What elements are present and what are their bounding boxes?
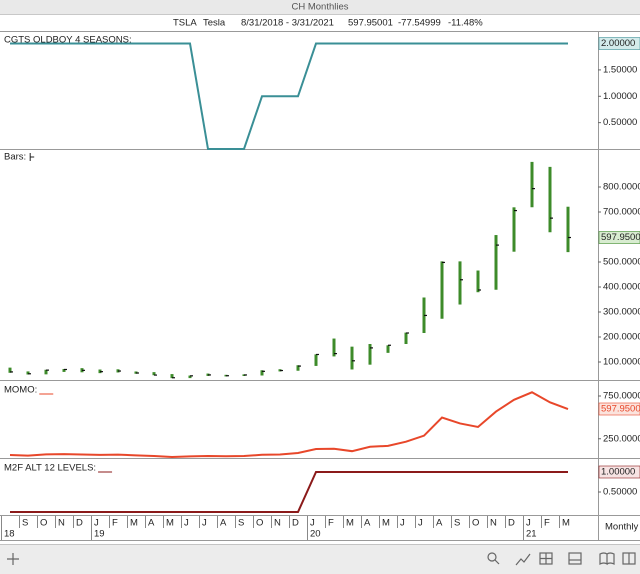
series-line <box>10 42 568 150</box>
year-label: 18 <box>4 529 15 540</box>
y-tick-label: 250.000000 <box>603 433 640 444</box>
last-value-box <box>598 465 640 479</box>
last-price: 597.95001 <box>348 18 393 29</box>
x-tick-label: D <box>76 518 83 529</box>
x-tick-label: J <box>526 518 531 529</box>
title-bar <box>0 0 640 14</box>
last-value-label: 2.00000 <box>601 38 635 49</box>
y-tick-label: 300.000000 <box>603 307 640 318</box>
x-tick-label: M <box>346 518 354 529</box>
panel-title: MOMO: <box>4 385 37 396</box>
panel-title: Bars: <box>4 152 26 163</box>
series-line <box>10 471 568 513</box>
interval: Monthly <box>605 522 639 533</box>
last-value-box <box>598 231 640 244</box>
year-label: 21 <box>526 529 537 540</box>
y-tick-label: 100.000000 <box>603 357 640 368</box>
change-pct: -11.48% <box>448 18 483 29</box>
last-value-label: 1.00000 <box>601 467 635 478</box>
panel-button[interactable] <box>568 552 582 565</box>
y-tick-label: 200.000000 <box>603 332 640 343</box>
x-tick-label: N <box>490 518 497 529</box>
x-tick-label: M <box>562 518 570 529</box>
x-tick-label: N <box>58 518 65 529</box>
window-button[interactable] <box>622 552 636 565</box>
x-tick-label: S <box>238 518 244 529</box>
panel-title: CGTS OLDBOY 4 SEASONS: <box>4 35 132 46</box>
x-tick-label: O <box>40 518 47 529</box>
book-button[interactable] <box>599 552 615 566</box>
x-tick-label: J <box>184 518 189 529</box>
company-name: Tesla <box>203 18 226 29</box>
x-tick-label: N <box>274 518 281 529</box>
x-tick-label: J <box>202 518 207 529</box>
last-value-label: 597.95001 <box>601 232 640 243</box>
y-tick-label: 800.000000 <box>603 182 640 193</box>
y-tick-label: 1.50000 <box>603 64 637 75</box>
year-label: 19 <box>94 529 105 540</box>
add-button[interactable] <box>7 553 19 565</box>
x-tick-label: S <box>22 518 28 529</box>
x-tick-label: O <box>472 518 479 529</box>
year-label: 20 <box>310 529 321 540</box>
legend-symbol <box>29 153 35 161</box>
y-tick-label: 400.000000 <box>603 282 640 293</box>
toolbar <box>0 544 640 574</box>
x-tick-label: S <box>454 518 460 529</box>
y-tick-label: 500.000000 <box>603 257 640 268</box>
x-tick-label: A <box>364 518 371 529</box>
x-tick-label: O <box>256 518 263 529</box>
last-value-box <box>598 37 640 50</box>
x-tick-label: J <box>310 518 315 529</box>
y-tick-label: 700.000000 <box>603 207 640 218</box>
x-tick-label: M <box>166 518 174 529</box>
y-tick-label: 0.50000 <box>603 487 637 498</box>
y-tick-label: 1.00000 <box>603 91 637 102</box>
x-tick-label: A <box>436 518 443 529</box>
x-tick-label: F <box>112 518 118 529</box>
y-tick-label: 0.50000 <box>603 117 637 128</box>
x-tick-label: D <box>508 518 515 529</box>
x-tick-label: M <box>382 518 390 529</box>
last-value-label: 597.95001 <box>601 404 640 415</box>
grid-button[interactable] <box>539 552 553 565</box>
change: -77.54999 <box>398 18 441 29</box>
series-line <box>9 391 569 458</box>
x-tick-label: M <box>130 518 138 529</box>
ticker: TSLA <box>173 18 197 29</box>
toolbar-icons <box>7 552 636 566</box>
x-tick-label: J <box>400 518 405 529</box>
search-button[interactable] <box>487 552 500 565</box>
x-tick-label: D <box>292 518 299 529</box>
x-tick-label: J <box>94 518 99 529</box>
y-tick-label: 750.000000 <box>603 391 640 402</box>
x-tick-label: A <box>220 518 227 529</box>
date-range: 8/31/2018 - 3/31/2021 <box>241 18 334 29</box>
x-tick-label: F <box>544 518 550 529</box>
x-tick-label: A <box>148 518 155 529</box>
panel-title: M2F ALT 12 LEVELS: <box>4 463 96 474</box>
x-tick-label: F <box>328 518 334 529</box>
last-value-box <box>598 402 640 416</box>
window-title: CH Monthlies <box>291 2 348 13</box>
x-tick-label: J <box>418 518 423 529</box>
draw-button[interactable] <box>515 553 531 566</box>
